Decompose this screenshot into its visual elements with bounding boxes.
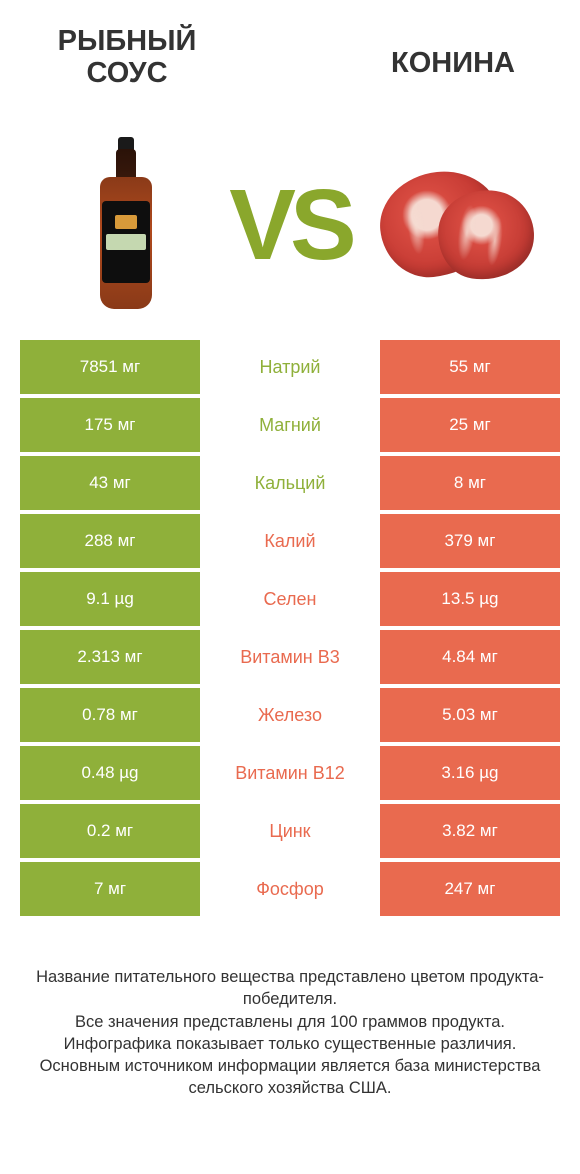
value-left: 2.313 мг [20, 630, 200, 684]
table-row: 288 мгКалий379 мг [20, 514, 560, 568]
table-row: 43 мгКальций8 мг [20, 456, 560, 510]
value-right: 379 мг [380, 514, 560, 568]
raw-meat-icon [374, 160, 534, 290]
sauce-bottle-icon [98, 137, 154, 313]
nutrient-label: Натрий [200, 340, 380, 394]
table-row: 0.78 мгЖелезо5.03 мг [20, 688, 560, 742]
value-right: 3.82 мг [380, 804, 560, 858]
footer-line-4: Основным источником информации является … [40, 1057, 541, 1097]
value-left: 0.48 µg [20, 746, 200, 800]
table-row: 175 мгМагний25 мг [20, 398, 560, 452]
value-right: 247 мг [380, 862, 560, 916]
comparison-table: 7851 мгНатрий55 мг175 мгМагний25 мг43 мг… [0, 340, 580, 916]
vs-label: VS [229, 175, 350, 275]
value-left: 288 мг [20, 514, 200, 568]
table-row: 2.313 мгВитамин B34.84 мг [20, 630, 560, 684]
value-left: 0.78 мг [20, 688, 200, 742]
table-row: 7851 мгНатрий55 мг [20, 340, 560, 394]
value-right: 4.84 мг [380, 630, 560, 684]
hero: VS [0, 120, 580, 340]
value-right: 5.03 мг [380, 688, 560, 742]
nutrient-label: Цинк [200, 804, 380, 858]
nutrient-label: Калий [200, 514, 380, 568]
footer-line-2: Все значения представлены для 100 граммо… [75, 1013, 505, 1031]
product-left-title: РЫБНЫЙ СОУС [24, 20, 230, 90]
value-left: 175 мг [20, 398, 200, 452]
footer-note: Название питательного вещества представл… [0, 920, 580, 1100]
value-right: 25 мг [380, 398, 560, 452]
header: РЫБНЫЙ СОУС КОНИНА [0, 0, 580, 120]
nutrient-label: Кальций [200, 456, 380, 510]
value-left: 9.1 µg [20, 572, 200, 626]
nutrient-label: Фосфор [200, 862, 380, 916]
value-right: 13.5 µg [380, 572, 560, 626]
table-row: 7 мгФосфор247 мг [20, 862, 560, 916]
value-right: 55 мг [380, 340, 560, 394]
value-left: 0.2 мг [20, 804, 200, 858]
nutrient-label: Витамин B12 [200, 746, 380, 800]
product-right-title: КОНИНА [350, 20, 556, 80]
value-left: 7 мг [20, 862, 200, 916]
footer-line-3: Инфографика показывает только существенн… [64, 1035, 517, 1053]
table-row: 0.2 мгЦинк3.82 мг [20, 804, 560, 858]
nutrient-label: Селен [200, 572, 380, 626]
nutrient-label: Железо [200, 688, 380, 742]
value-right: 3.16 µg [380, 746, 560, 800]
table-row: 0.48 µgВитамин B123.16 µg [20, 746, 560, 800]
table-row: 9.1 µgСелен13.5 µg [20, 572, 560, 626]
footer-line-1: Название питательного вещества представл… [36, 968, 544, 1008]
product-left-image [46, 135, 206, 315]
nutrient-label: Магний [200, 398, 380, 452]
value-right: 8 мг [380, 456, 560, 510]
nutrient-label: Витамин B3 [200, 630, 380, 684]
product-right-image [374, 135, 534, 315]
product-left-title-line2: СОУС [86, 57, 167, 89]
value-left: 43 мг [20, 456, 200, 510]
product-left-title-line1: РЫБНЫЙ [58, 25, 197, 57]
value-left: 7851 мг [20, 340, 200, 394]
